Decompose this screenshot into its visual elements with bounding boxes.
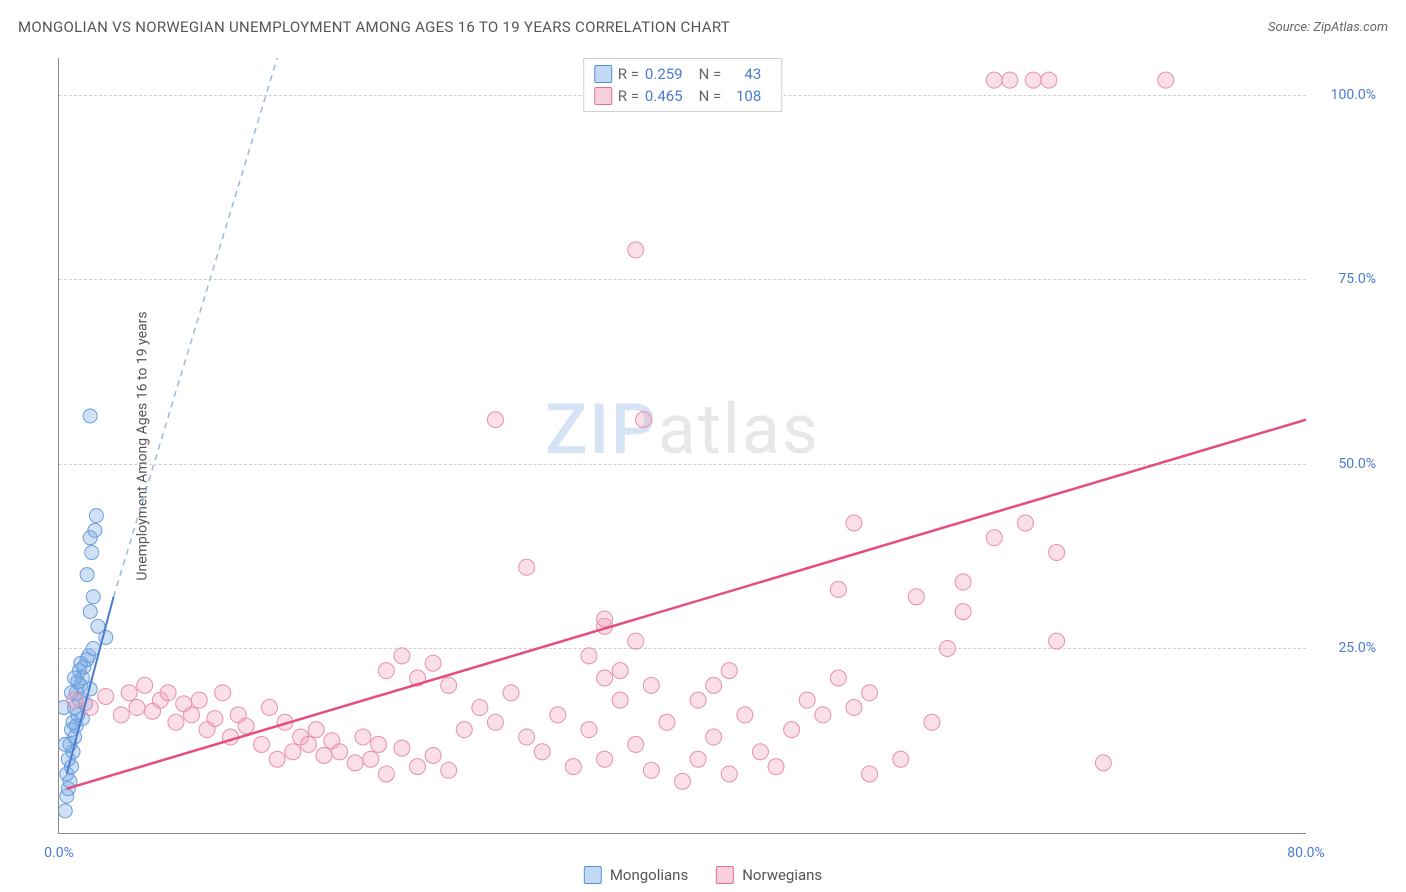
y-tick-label: 50.0% [1338,456,1376,472]
source-label: Source: ZipAtlas.com [1268,20,1388,35]
swatch-norwegians-icon [594,87,612,105]
y-tick-label: 75.0% [1338,271,1376,287]
scatter-plot [59,58,1306,833]
y-tick-label: 25.0% [1338,640,1376,656]
legend: Mongolians Norwegians [584,866,822,884]
legend-item-norwegians: Norwegians [716,866,822,884]
swatch-mongolians-icon [594,65,612,83]
plot-area: ZIPatlas R = 0.259 N = 43 R = 0.465 N = … [58,58,1306,834]
swatch-mongolians-icon [584,866,602,884]
legend-label: Mongolians [610,866,688,884]
chart-title: MONGOLIAN VS NORWEGIAN UNEMPLOYMENT AMON… [18,18,730,36]
swatch-norwegians-icon [716,866,734,884]
x-tick-label: 0.0% [44,845,74,861]
legend-label: Norwegians [742,866,822,884]
stats-box: R = 0.259 N = 43 R = 0.465 N = 108 [583,58,783,112]
y-tick-label: 100.0% [1331,87,1376,103]
x-tick-label: 80.0% [1287,845,1325,861]
legend-item-mongolians: Mongolians [584,866,688,884]
